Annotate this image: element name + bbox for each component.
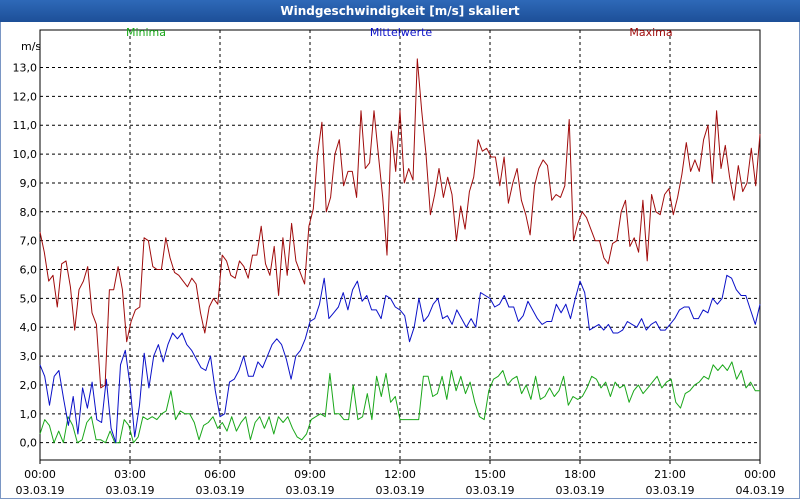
legend-mittelwerte: Mittelwerte bbox=[370, 26, 433, 39]
x-tick-date: 03.03.19 bbox=[196, 484, 245, 497]
x-tick-time: 06:00 bbox=[204, 468, 236, 481]
series-line-min bbox=[39, 361, 760, 444]
x-tick-date: 03.03.19 bbox=[106, 484, 155, 497]
x-tick-time: 18:00 bbox=[564, 468, 596, 481]
y-tick-label: 11,0 bbox=[13, 119, 38, 132]
x-tick-time: 12:00 bbox=[384, 468, 416, 481]
y-tick-label: 0,0 bbox=[20, 437, 38, 450]
y-axis-tick-labels: 0,0 1,0 2,0 3,0 4,0 5,0 6,0 7,0 8,0 9,0 10,0 11,0 12… bbox=[13, 62, 38, 450]
y-tick-label: 4,0 bbox=[20, 321, 38, 334]
window-title-bar[interactable]: Windgeschwindigkeit [m/s] skaliert bbox=[0, 0, 800, 22]
x-tick-date: 03.03.19 bbox=[466, 484, 515, 497]
x-tick-time: 00:00 bbox=[24, 468, 56, 481]
grid-lines bbox=[40, 30, 760, 460]
y-axis-label: m/s bbox=[21, 40, 41, 53]
x-tick-time: 03:00 bbox=[114, 468, 146, 481]
x-tick-time: 09:00 bbox=[294, 468, 326, 481]
x-tick-date: 04.03.19 bbox=[736, 484, 785, 497]
legend-maxima: Maxima bbox=[629, 26, 672, 39]
y-tick-label: 2,0 bbox=[20, 379, 38, 392]
x-tick-date: 03.03.19 bbox=[646, 484, 695, 497]
x-tick-time: 21:00 bbox=[654, 468, 686, 481]
x-tick-date: 03.03.19 bbox=[376, 484, 425, 497]
y-tick-label: 7,0 bbox=[20, 235, 38, 248]
x-axis-tick-labels: 00:00 03.03.19 03:00 03.03.19 06:00 03.03.19 0… bbox=[16, 460, 785, 497]
x-tick-date: 03.03.19 bbox=[286, 484, 335, 497]
y-tick-label: 5,0 bbox=[20, 292, 38, 305]
y-tick-label: 6,0 bbox=[20, 264, 38, 277]
series-line-max bbox=[39, 58, 761, 389]
y-tick-label: 1,0 bbox=[20, 408, 38, 421]
y-tick-label: 8,0 bbox=[20, 206, 38, 219]
x-tick-date: 03.03.19 bbox=[556, 484, 605, 497]
y-tick-label: 3,0 bbox=[20, 350, 38, 363]
y-tick-label: 12,0 bbox=[13, 90, 38, 103]
series-lines bbox=[39, 58, 761, 444]
x-tick-time: 15:00 bbox=[474, 468, 506, 481]
window-title: Windgeschwindigkeit [m/s] skaliert bbox=[280, 4, 520, 18]
y-tick-label: 9,0 bbox=[20, 177, 38, 190]
x-tick-date: 03.03.19 bbox=[16, 484, 65, 497]
y-tick-label: 10,0 bbox=[13, 148, 38, 161]
x-tick-time: 00:00 bbox=[744, 468, 776, 481]
series-line-mean bbox=[39, 274, 761, 444]
plot-area bbox=[39, 29, 761, 461]
y-tick-label: 13,0 bbox=[13, 62, 38, 75]
legend-minima: Minima bbox=[126, 26, 166, 39]
